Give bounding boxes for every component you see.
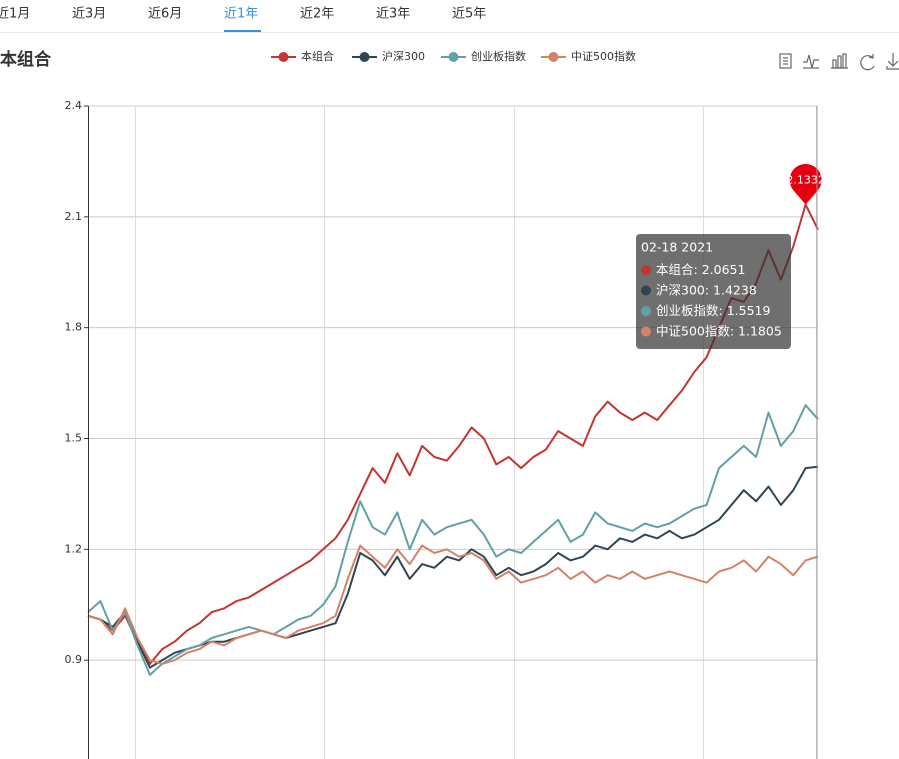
legend-symbol [359,52,370,62]
tooltip-value: 2.0651 [702,262,746,277]
legend-item[interactable]: 创业板指数 [441,49,526,63]
range-tab[interactable]: 近3月 [72,7,106,22]
range-tab[interactable]: 近5年 [452,7,486,22]
tooltip-row: 沪深300: 1.4238 [656,282,757,297]
legend-symbol [448,52,459,62]
legend-label: 中证500指数 [571,49,636,63]
active-tab-underline [224,30,261,32]
series-line [87,544,819,665]
max-pin [789,163,822,205]
y-tick-label: 0.9 [65,653,83,666]
tooltip-separator: : [730,323,738,338]
legend-symbol [278,52,289,62]
legend-item[interactable]: 本组合 [271,49,334,63]
save-image-button[interactable] [886,53,899,70]
range-tab[interactable]: 近3年 [376,7,410,22]
tooltip-series-name: 创业板指数 [656,303,719,318]
restore-button[interactable] [860,54,875,71]
series-line [87,404,819,676]
range-tab[interactable]: 近1月 [0,7,30,22]
tooltip-series-name: 沪深300 [656,282,705,297]
tooltip-separator: : [719,303,727,318]
y-tick-label: 2.1 [65,210,83,223]
y-tick-label: 2.4 [65,99,83,112]
toolbar [779,53,899,71]
tooltip-value: 1.5519 [727,303,771,318]
chart-title: 本组合 [0,49,52,70]
mark-point: 2.1332 [786,163,825,205]
legend: 本组合 沪深300 创业板指数 中证500指数 [271,49,636,63]
y-grid: 0.9 1.2 1.5 1.8 2.1 2.4 [65,99,818,666]
legend-label: 本组合 [301,49,334,63]
plot [87,203,819,676]
tooltip-row: 创业板指数: 1.5519 [656,303,770,318]
range-tab[interactable]: 近6月 [148,7,182,22]
line-switch-button[interactable] [803,54,819,69]
tooltip-box [636,234,791,349]
legend-item[interactable]: 沪深300 [352,49,425,63]
tooltip-marker [641,265,651,275]
bar-switch-button[interactable] [831,53,848,69]
tooltip-value: 1.4238 [713,282,757,297]
tooltip-marker [641,285,651,296]
tooltip-separator: : [694,262,702,277]
y-tick-label: 1.2 [65,542,83,555]
range-tab[interactable]: 近2年 [300,7,334,22]
series-line [87,203,819,665]
tooltip-marker [641,326,651,337]
tab-bar: 近1月 近3月 近6月 近1年 近2年 近3年 近5年 [0,7,486,32]
y-tick-label: 1.5 [65,432,83,445]
range-tab[interactable]: 近1年 [224,7,258,22]
tooltip-row: 中证500指数: 1.1805 [656,323,782,338]
legend-label: 创业板指数 [471,49,526,63]
legend-item[interactable]: 中证500指数 [541,49,636,63]
tooltip-title: 02-18 2021 [641,240,713,255]
legend-symbol [548,52,559,62]
tooltip-marker [641,306,651,316]
tooltip-series-name: 中证500指数 [656,323,730,338]
tooltip-value: 1.1805 [738,323,782,338]
tooltip-series-name: 本组合 [656,262,694,277]
tooltip-separator: : [705,282,713,297]
data-view-button[interactable] [779,53,792,69]
max-label: 2.1332 [786,174,825,187]
tooltip: 02-18 2021 本组合: 2.0651 沪深300: 1.4238 创业板指数:… [636,106,818,759]
legend-label: 沪深300 [382,49,425,63]
y-tick-label: 1.8 [65,321,83,334]
tooltip-row: 本组合: 2.0651 [656,262,745,277]
